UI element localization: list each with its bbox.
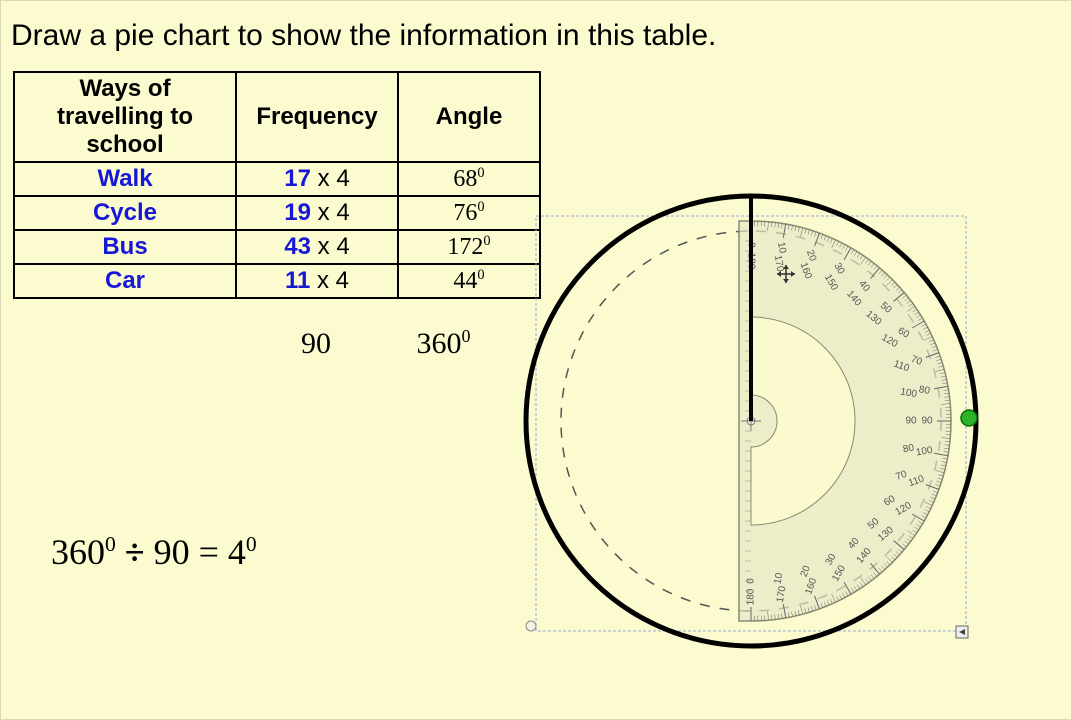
row-label: Walk: [14, 162, 236, 196]
total-frequency: 90: [271, 327, 361, 361]
rotation-green-handle[interactable]: [961, 410, 977, 426]
table-row: Cycle 19 x 4 760: [14, 196, 540, 230]
header-way: Ways of travelling to school: [14, 72, 236, 162]
row-label: Car: [14, 264, 236, 298]
table-row: Car 11 x 4 440: [14, 264, 540, 298]
totals-row: 90 3600: [271, 326, 519, 361]
header-freq: Frequency: [236, 72, 398, 162]
protractor-label-inner: 90: [905, 416, 917, 427]
row-freq: 11 x 4: [236, 264, 398, 298]
table-header-row: Ways of travelling to school Frequency A…: [14, 72, 540, 162]
row-freq: 17 x 4: [236, 162, 398, 196]
angle-per-unit-equation: 3600 ÷ 90 = 40: [51, 531, 257, 573]
row-freq: 43 x 4: [236, 230, 398, 264]
protractor-label-outer: 90: [921, 416, 933, 427]
pie-drawing-area[interactable]: 0180101702016030150401405013060120701108…: [501, 166, 971, 646]
pie-svg[interactable]: 0180101702016030150401405013060120701108…: [501, 166, 1001, 676]
table-row: Walk 17 x 4 680: [14, 162, 540, 196]
row-label: Bus: [14, 230, 236, 264]
instruction-text: Draw a pie chart to show the information…: [11, 19, 716, 53]
frequency-table: Ways of travelling to school Frequency A…: [13, 71, 541, 299]
header-angle: Angle: [398, 72, 540, 162]
row-freq: 19 x 4: [236, 196, 398, 230]
total-angle: 3600: [369, 326, 519, 361]
rotate-handle[interactable]: [526, 621, 536, 631]
row-label: Cycle: [14, 196, 236, 230]
protractor[interactable]: 0180101702016030150401405013060120701108…: [739, 221, 951, 621]
table-row: Bus 43 x 4 1720: [14, 230, 540, 264]
lesson-canvas: Draw a pie chart to show the information…: [0, 0, 1072, 720]
